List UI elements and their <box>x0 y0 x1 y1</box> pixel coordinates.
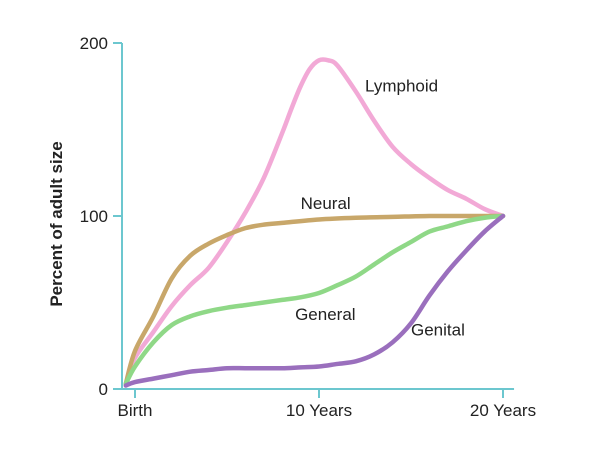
y-axis-title: Percent of adult size <box>47 141 66 306</box>
series-line-general <box>123 213 506 387</box>
labels: Lymphoid Neural General Genital <box>295 76 465 339</box>
series-line-genital <box>123 213 506 388</box>
x-tick-label: Birth <box>118 401 153 420</box>
series-label-genital: Genital <box>411 320 465 339</box>
series-label-lymphoid: Lymphoid <box>365 76 438 95</box>
y-tick-label: 100 <box>80 207 108 226</box>
series-label-general: General <box>295 305 355 324</box>
y-tick-label: 0 <box>99 380 108 399</box>
series-line-neural <box>123 213 506 387</box>
series-label-neural: Neural <box>301 194 351 213</box>
series-line-lymphoid <box>123 57 506 387</box>
x-tick-label: 20 Years <box>470 401 536 420</box>
axes: 0 100 200 Birth 10 Years 20 Years <box>80 34 536 420</box>
x-tick-label: 10 Years <box>286 401 352 420</box>
series-lines <box>123 57 506 388</box>
y-tick-label: 200 <box>80 34 108 53</box>
